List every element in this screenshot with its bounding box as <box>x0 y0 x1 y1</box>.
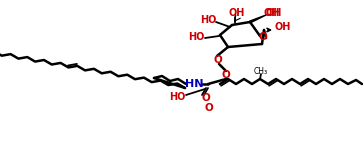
Text: CH₃: CH₃ <box>254 68 268 76</box>
Text: HO: HO <box>188 32 204 42</box>
Text: O: O <box>205 103 213 113</box>
Text: HO: HO <box>200 15 216 25</box>
Text: O: O <box>213 55 223 65</box>
Text: O: O <box>222 70 231 80</box>
Text: O: O <box>201 93 211 103</box>
Text: OH: OH <box>266 8 282 18</box>
Polygon shape <box>250 15 266 23</box>
Text: HO: HO <box>169 92 185 102</box>
Text: OH: OH <box>229 8 245 18</box>
Text: OH: OH <box>264 8 280 18</box>
Text: HN: HN <box>185 79 203 89</box>
Text: OH: OH <box>275 22 291 32</box>
Text: O: O <box>258 32 268 42</box>
